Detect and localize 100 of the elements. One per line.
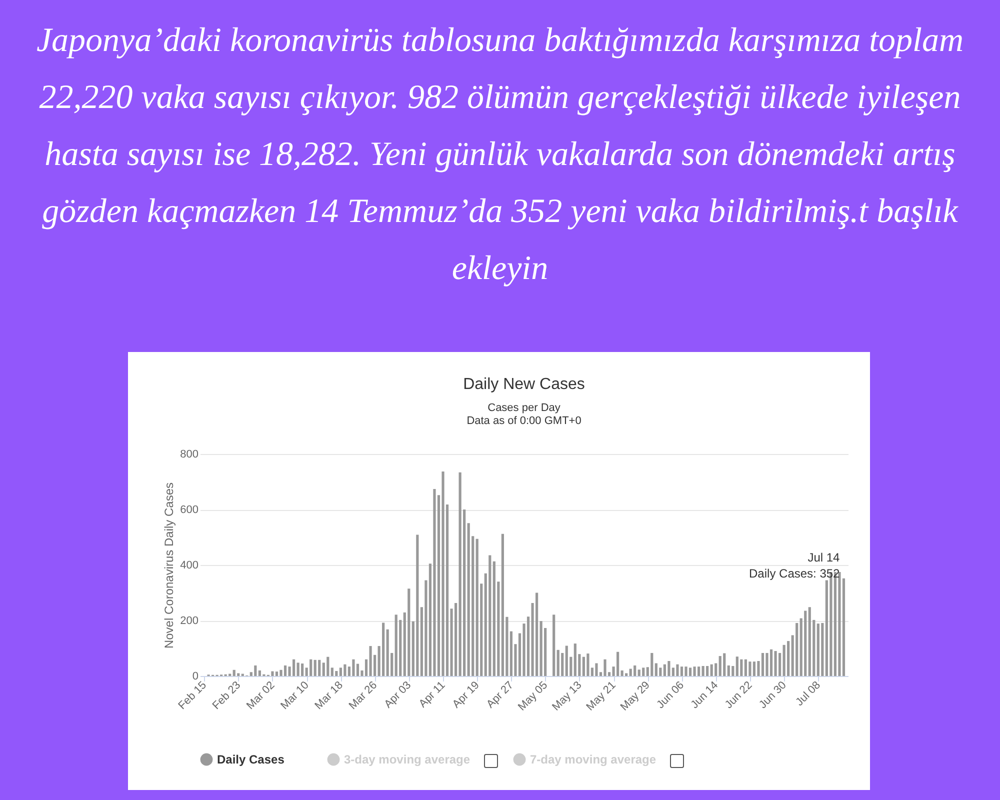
y-tick-label: 600	[180, 504, 198, 516]
x-tick-label: Jun 22	[722, 679, 755, 712]
y-tick-label: 800	[180, 448, 198, 460]
chart-title: Daily New Cases	[463, 376, 585, 393]
bar	[752, 662, 756, 676]
bar	[654, 663, 658, 676]
bar	[356, 664, 360, 676]
bar	[672, 668, 675, 676]
y-axis-title: Novel Coronavirus Daily Cases	[162, 482, 176, 649]
bar	[808, 607, 811, 676]
bar	[492, 561, 496, 676]
bar	[582, 656, 585, 676]
bar	[386, 629, 389, 676]
bar	[501, 534, 504, 676]
bar	[697, 666, 700, 676]
bar	[782, 644, 786, 676]
bar	[620, 670, 624, 676]
x-tick-label: Feb 23	[210, 679, 244, 712]
bar	[727, 665, 730, 676]
bar	[693, 666, 696, 676]
bar	[310, 659, 312, 676]
bar	[344, 664, 346, 676]
bar	[552, 614, 556, 676]
x-tick-label: Apr 11	[416, 679, 448, 710]
bar	[642, 668, 645, 676]
bar	[330, 668, 334, 676]
bar	[629, 668, 632, 676]
x-tick-label: Jun 30	[756, 679, 789, 712]
bar	[258, 670, 261, 676]
bar	[318, 660, 321, 676]
x-tick-label: Mar 26	[346, 679, 380, 712]
x-tick-label: Mar 02	[244, 679, 278, 712]
bar	[638, 670, 640, 676]
chart-subtitle: Cases per Day Data as of 0:00 GMT+0	[466, 402, 582, 427]
legend-label: Daily Cases	[217, 752, 285, 767]
bar	[232, 670, 236, 676]
bar	[736, 656, 738, 676]
bar	[394, 614, 398, 676]
bar	[254, 665, 257, 676]
bar	[301, 664, 304, 676]
bar	[706, 666, 709, 676]
bar	[382, 622, 385, 676]
bar	[271, 671, 274, 676]
bar	[650, 652, 654, 676]
bar	[540, 621, 542, 676]
bar	[838, 572, 841, 676]
bar	[710, 664, 713, 676]
bar	[723, 653, 726, 676]
bar	[284, 665, 287, 676]
x-tick-label: Mar 18	[312, 679, 346, 712]
bar	[744, 659, 747, 676]
bar	[821, 622, 824, 676]
bar	[275, 672, 278, 676]
bar	[804, 610, 807, 676]
text: Japonya’daki koronavirüs tablosuna baktığımızda karşımıza toplam 22,220 vaka sayısı çıkıyor. 982 ölümün gerçekleştiği ülkede iyileşen hasta sayısı ise 18,282. Yeni günlük vakalarda son dönemdeki artış gözden kaçmazken 14 Temmuz’da 352 yeni vaka bildirilmiş.t başlık ekleyin	[35, 21, 965, 289]
annotation: Jul 14 Daily Cases: 352	[749, 550, 840, 580]
bar	[314, 660, 316, 676]
bar	[732, 666, 734, 676]
bar	[684, 666, 688, 676]
bar	[676, 664, 679, 676]
bar	[604, 659, 606, 676]
bar	[770, 649, 773, 676]
y-tick-label: 400	[180, 560, 198, 572]
x-tick-label: Mar 10	[278, 679, 312, 712]
bar	[424, 580, 428, 676]
bar	[787, 641, 790, 676]
bar	[616, 652, 620, 676]
bar	[467, 523, 470, 676]
bar	[796, 622, 798, 676]
bar	[680, 666, 684, 676]
bar	[510, 631, 513, 676]
bar	[416, 534, 419, 676]
bar	[714, 663, 718, 676]
bar	[535, 592, 538, 676]
bar	[352, 659, 355, 676]
bar	[433, 488, 436, 676]
x-tick-label: Jun 06	[654, 679, 686, 712]
x-tick-label: Jun 14	[688, 679, 721, 712]
bar	[339, 668, 342, 676]
bar	[369, 646, 372, 676]
bar	[718, 656, 722, 676]
bar	[774, 651, 777, 676]
bar	[663, 664, 666, 676]
bar	[561, 652, 564, 676]
bar	[296, 662, 300, 676]
bar	[442, 471, 444, 676]
x-tick-label: Apr 27	[484, 679, 516, 711]
bar	[748, 662, 752, 676]
bar	[574, 644, 576, 676]
bar	[634, 665, 636, 676]
bar	[458, 472, 462, 676]
x-tick-label: Apr 03	[382, 679, 414, 711]
bar	[766, 652, 768, 676]
bar	[280, 670, 282, 676]
bar	[454, 603, 458, 676]
x-tick-label: May 13	[550, 679, 584, 714]
x-tick-label: May 05	[516, 679, 550, 714]
x-tick-label: Apr 19	[450, 679, 482, 711]
bar	[556, 650, 560, 676]
bar	[292, 659, 296, 676]
